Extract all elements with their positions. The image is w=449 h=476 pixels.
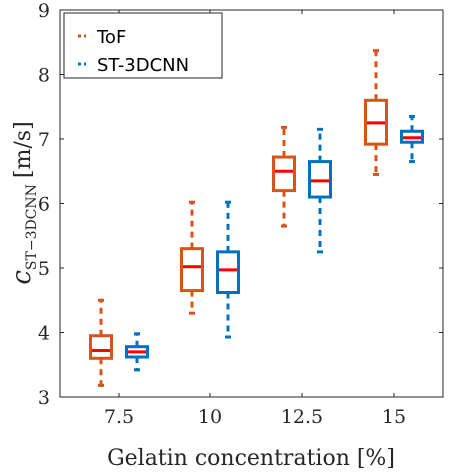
legend: ToF ST-3DCNN <box>63 12 223 79</box>
y-tick-label: 9 <box>38 0 50 22</box>
box-st3dcnn <box>308 127 332 254</box>
box-st3dcnn <box>216 200 240 339</box>
legend-box <box>63 12 223 79</box>
box-iqr <box>125 345 149 359</box>
svg-text:cST−3DCNN[m/s]: cST−3DCNN [m/s] <box>7 121 40 284</box>
box-iqr <box>89 334 113 360</box>
x-axis-title: Gelatin concentration [%] <box>107 446 395 471</box>
box-tof <box>364 49 388 176</box>
y-tick-label: 5 <box>38 258 50 280</box>
y-tick-label: 4 <box>38 323 50 345</box>
y-tick-label: 7 <box>38 129 50 151</box>
y-tick-label: 8 <box>38 65 50 87</box>
x-tick-label: 15 <box>382 406 406 428</box>
x-tick-label: 7.5 <box>104 406 134 428</box>
x-axis: 7.5 10 12.5 15 <box>104 10 406 428</box>
box-st3dcnn <box>125 332 149 372</box>
box-st3dcnn <box>400 114 424 164</box>
box-tof <box>272 125 296 228</box>
x-tick-label: 10 <box>198 406 222 428</box>
box-tof <box>180 200 204 315</box>
y-tick-label: 6 <box>38 194 50 216</box>
y-tick-label: 3 <box>38 387 50 409</box>
box-series-group <box>89 49 424 387</box>
box-iqr <box>400 129 424 144</box>
y-axis-title-subscript: ST−3DCNN <box>24 184 40 270</box>
box-iqr <box>308 160 332 199</box>
box-iqr <box>272 155 296 193</box>
box-iqr <box>180 247 204 293</box>
y-axis: 3 4 5 6 7 8 9 <box>38 0 443 409</box>
box-iqr <box>364 98 388 146</box>
x-tick-label: 12.5 <box>281 406 323 428</box>
box-iqr <box>216 250 240 295</box>
y-axis-title: cST−3DCNN [m/s] <box>7 121 40 284</box>
box-tof <box>89 298 113 387</box>
legend-label-tof: ToF <box>96 27 126 48</box>
y-axis-title-unit: [m/s] <box>11 121 36 178</box>
y-axis-title-main: c <box>7 270 37 285</box>
legend-label-st3dcnn: ST-3DCNN <box>97 55 189 76</box>
